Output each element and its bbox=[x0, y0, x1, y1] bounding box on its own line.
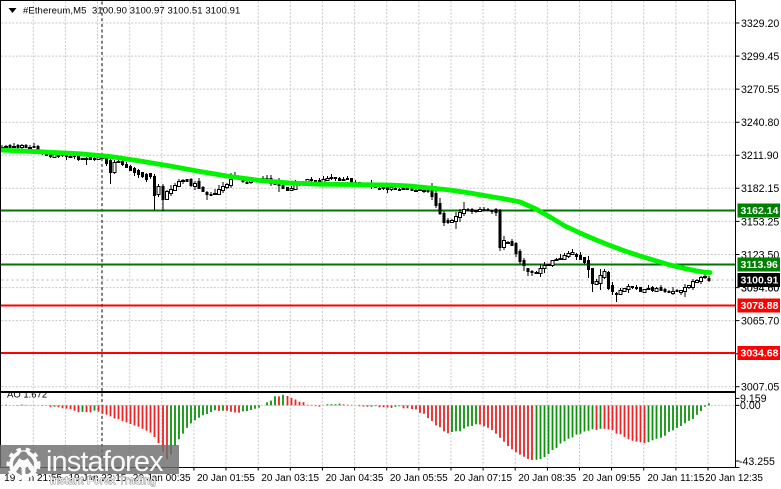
svg-text:Instant Forex Trading: Instant Forex Trading bbox=[50, 475, 156, 487]
svg-text:20 Jan 07:15: 20 Jan 07:15 bbox=[454, 473, 512, 484]
svg-text:20 Jan 04:35: 20 Jan 04:35 bbox=[326, 473, 384, 484]
svg-text:20 Jan 08:35: 20 Jan 08:35 bbox=[518, 473, 576, 484]
svg-text:3153.25: 3153.25 bbox=[741, 216, 779, 228]
svg-text:3078.88: 3078.88 bbox=[741, 300, 779, 312]
svg-text:20 Jan 05:55: 20 Jan 05:55 bbox=[390, 473, 448, 484]
svg-text:0.00: 0.00 bbox=[740, 400, 761, 412]
svg-text:3240.80: 3240.80 bbox=[741, 117, 779, 129]
svg-text:3299.45: 3299.45 bbox=[741, 51, 779, 63]
svg-text:20 Jan 12:35: 20 Jan 12:35 bbox=[705, 473, 763, 484]
svg-text:9.159: 9.159 bbox=[740, 393, 767, 405]
svg-text:3113.96: 3113.96 bbox=[741, 259, 779, 271]
svg-text:instaforex: instaforex bbox=[46, 446, 164, 478]
svg-text:19 Jan 23:15: 19 Jan 23:15 bbox=[68, 473, 126, 484]
svg-text:20 Jan 01:55: 20 Jan 01:55 bbox=[197, 473, 255, 484]
svg-text:3007.05: 3007.05 bbox=[741, 382, 779, 394]
svg-text:3100.91: 3100.91 bbox=[741, 275, 779, 287]
svg-text:20 Jan 00:35: 20 Jan 00:35 bbox=[133, 473, 191, 484]
svg-text:3065.70: 3065.70 bbox=[741, 316, 779, 328]
svg-text:20 Jan 03:15: 20 Jan 03:15 bbox=[261, 473, 319, 484]
svg-text:3329.20: 3329.20 bbox=[741, 18, 779, 30]
svg-text:20 Jan 09:55: 20 Jan 09:55 bbox=[583, 473, 641, 484]
svg-text:3162.14: 3162.14 bbox=[741, 205, 779, 217]
svg-text:3034.68: 3034.68 bbox=[741, 348, 779, 360]
svg-text:-43.255: -43.255 bbox=[739, 456, 775, 468]
svg-text:AO 1.672: AO 1.672 bbox=[7, 390, 47, 401]
svg-text:3211.90: 3211.90 bbox=[741, 150, 779, 162]
svg-text:3270.55: 3270.55 bbox=[741, 84, 779, 96]
svg-text:20 Jan 11:15: 20 Jan 11:15 bbox=[647, 473, 705, 484]
svg-text:#Ethereum,M5 3100.90 3100.97: #Ethereum,M5 3100.90 3100.97 3100.51 310… bbox=[23, 6, 240, 17]
svg-text:3182.15: 3182.15 bbox=[741, 183, 779, 195]
svg-text:19 Jan 21:55: 19 Jan 21:55 bbox=[4, 473, 62, 484]
